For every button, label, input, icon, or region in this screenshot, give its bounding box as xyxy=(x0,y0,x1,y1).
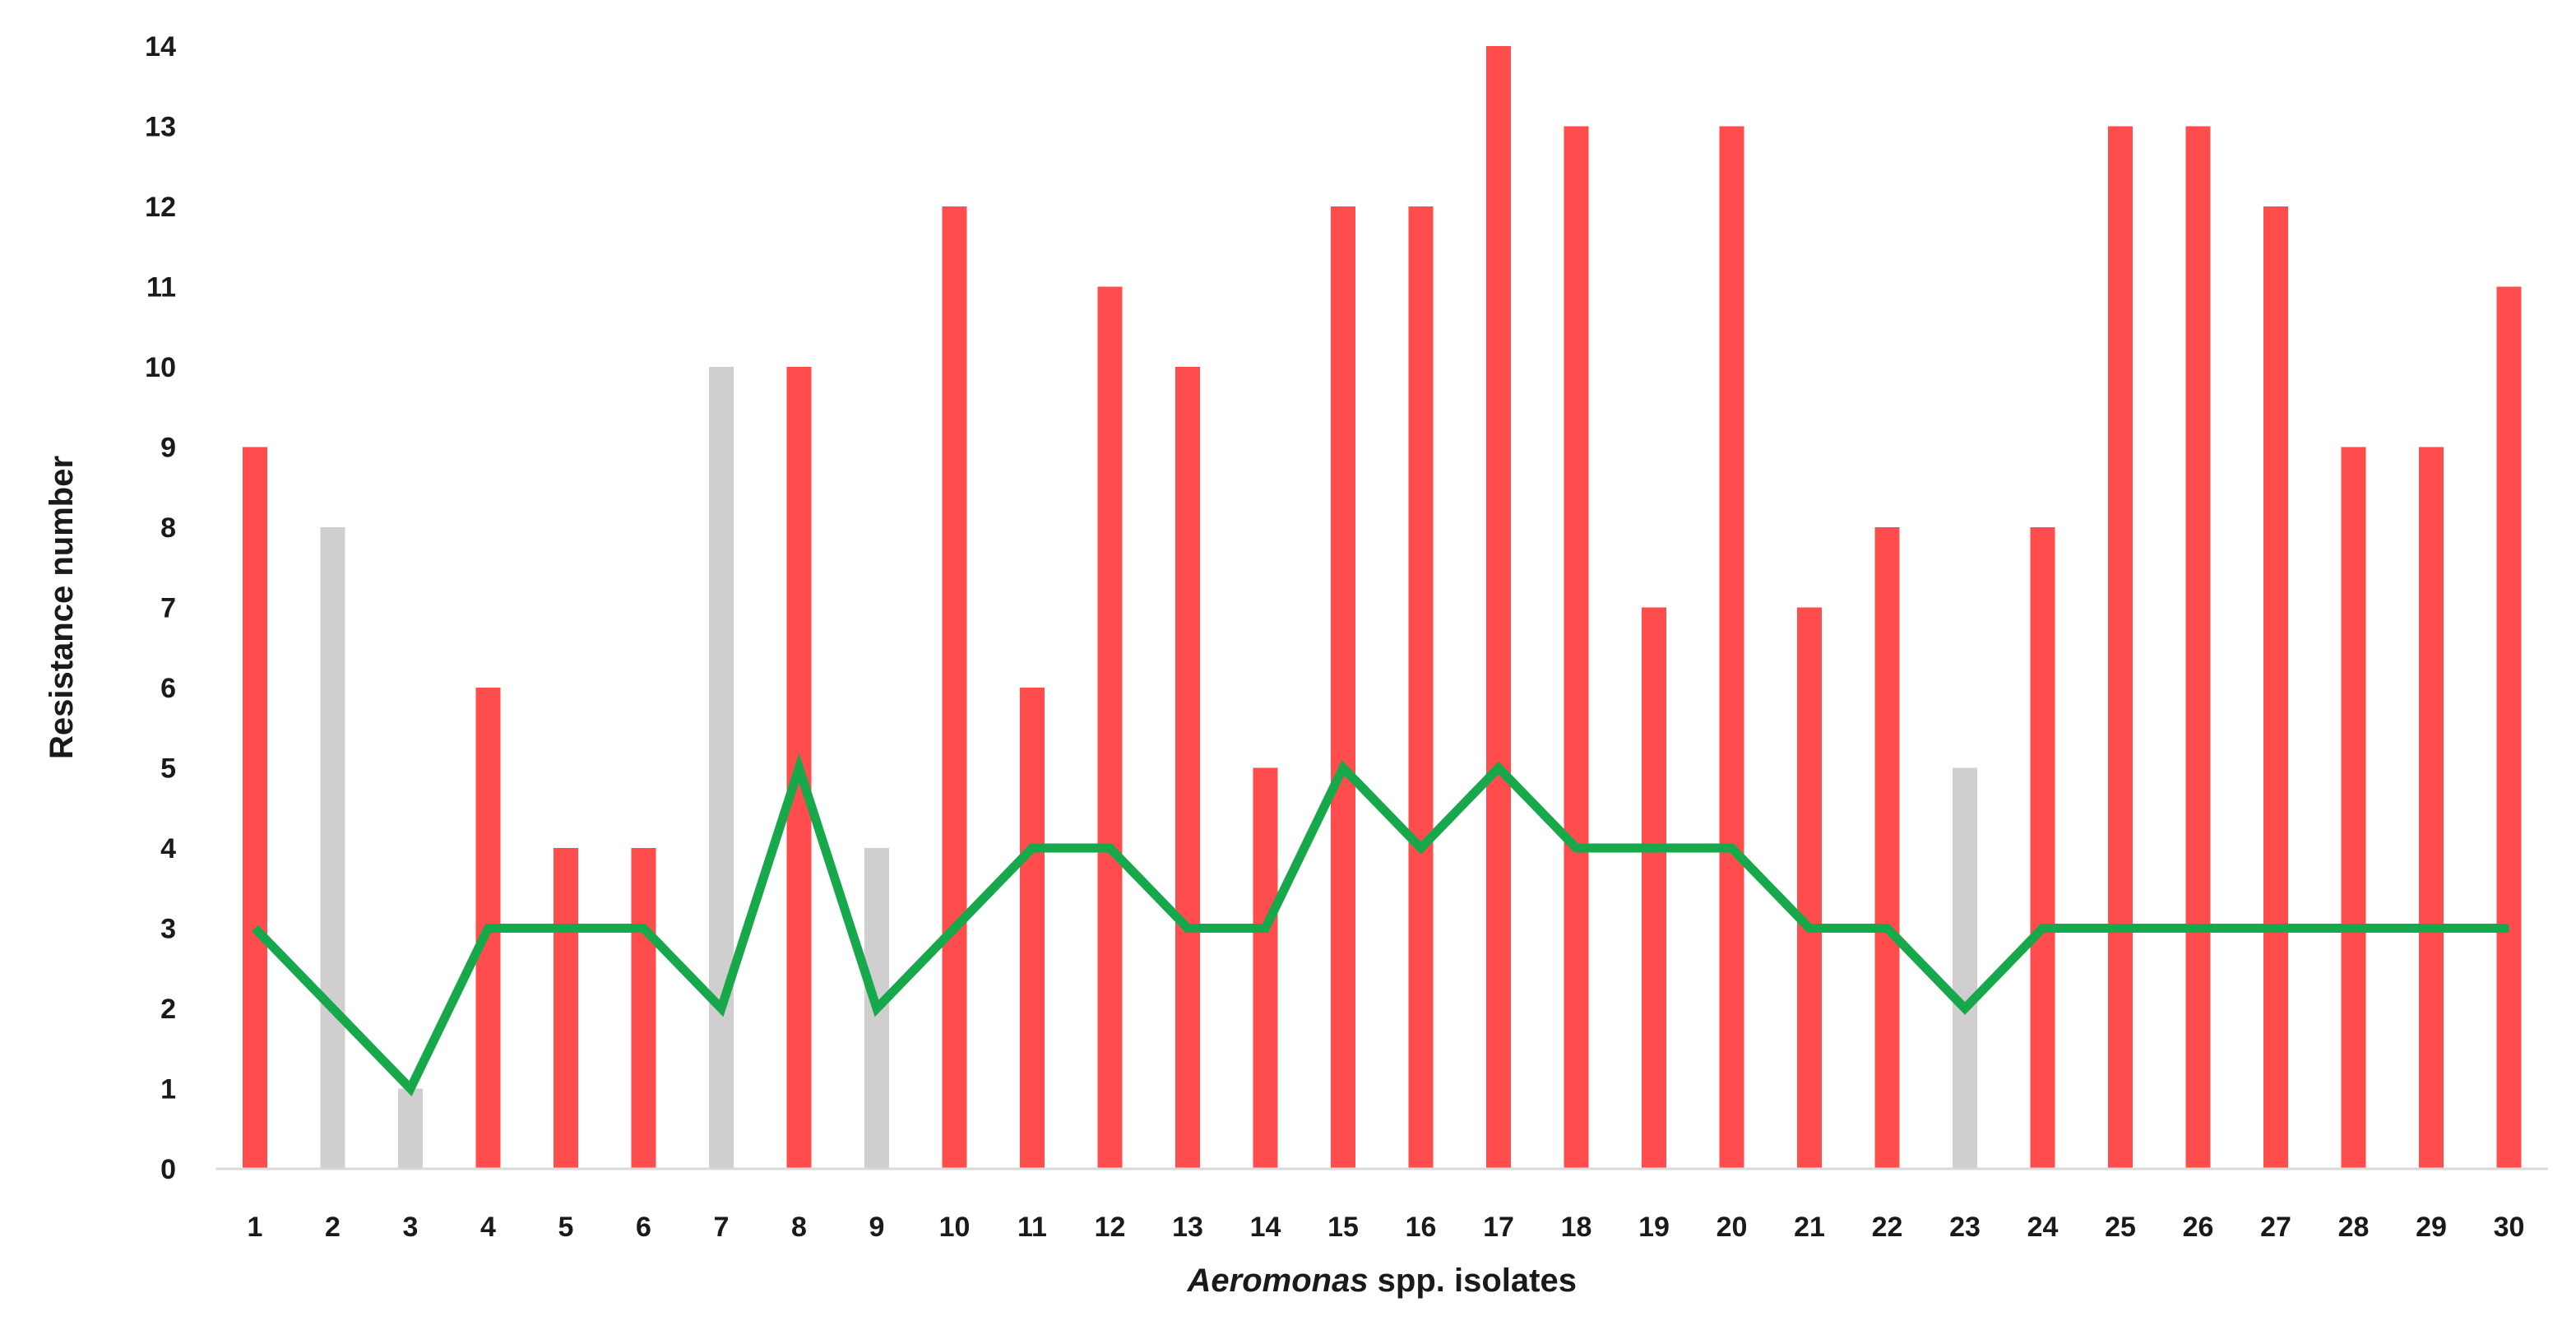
x-tick-8: 8 xyxy=(791,1212,807,1243)
y-tick-14: 14 xyxy=(145,31,176,63)
bar-24 xyxy=(2030,527,2055,1169)
x-tick-19: 19 xyxy=(1638,1212,1670,1243)
x-tick-18: 18 xyxy=(1561,1212,1592,1243)
x-tick-7: 7 xyxy=(714,1212,730,1243)
y-tick-2: 2 xyxy=(160,994,176,1025)
green-line-series xyxy=(252,753,2509,1096)
bar-5 xyxy=(554,848,578,1169)
bar-15 xyxy=(1331,206,1355,1169)
bar-27 xyxy=(2263,206,2288,1169)
y-tick-5: 5 xyxy=(160,753,176,785)
y-tick-7: 7 xyxy=(160,593,176,624)
y-tick-13: 13 xyxy=(145,112,176,143)
x-tick-25: 25 xyxy=(2105,1212,2136,1243)
bar-7 xyxy=(709,367,734,1169)
x-tick-3: 3 xyxy=(403,1212,419,1243)
y-axis-title: Resistance number xyxy=(44,456,80,759)
bar-2 xyxy=(320,527,345,1169)
x-tick-6: 6 xyxy=(636,1212,651,1243)
x-tick-20: 20 xyxy=(1717,1212,1748,1243)
bar-25 xyxy=(2108,126,2133,1169)
y-tick-12: 12 xyxy=(145,192,176,223)
x-tick-26: 26 xyxy=(2183,1212,2214,1243)
y-tick-0: 0 xyxy=(160,1154,176,1185)
bar-6 xyxy=(631,848,656,1169)
y-tick-6: 6 xyxy=(160,673,176,704)
bar-19 xyxy=(1642,607,1666,1169)
x-tick-15: 15 xyxy=(1327,1212,1359,1243)
x-tick-22: 22 xyxy=(1872,1212,1903,1243)
bar-16 xyxy=(1408,206,1434,1169)
bar-20 xyxy=(1719,126,1744,1169)
x-tick-labels: 1 2 3 4 5 6 7 8 9 10 11 12 13 14 15 16 17 18 19 20 21 22 23 24 2… xyxy=(248,1212,2525,1243)
x-tick-17: 17 xyxy=(1483,1212,1514,1243)
bar-series xyxy=(243,46,2522,1169)
bar-18 xyxy=(1564,126,1589,1169)
x-tick-1: 1 xyxy=(248,1212,263,1243)
bar-3 xyxy=(398,1088,423,1169)
y-tick-11: 11 xyxy=(146,272,176,304)
x-tick-4: 4 xyxy=(480,1212,496,1243)
bar-22 xyxy=(1874,527,1900,1169)
x-tick-5: 5 xyxy=(558,1212,574,1243)
y-tick-3: 3 xyxy=(160,914,176,945)
x-axis-title-suffix: spp. isolates xyxy=(1369,1263,1577,1299)
bar-13 xyxy=(1175,367,1200,1169)
x-tick-29: 29 xyxy=(2416,1212,2447,1243)
bar-26 xyxy=(2185,126,2211,1169)
bar-23 xyxy=(1953,767,1977,1169)
bar-21 xyxy=(1797,607,1822,1169)
bar-12 xyxy=(1097,286,1123,1169)
bar-1 xyxy=(243,447,267,1169)
x-tick-13: 13 xyxy=(1172,1212,1203,1243)
y-tick-8: 8 xyxy=(160,512,176,544)
x-tick-10: 10 xyxy=(939,1212,971,1243)
x-tick-28: 28 xyxy=(2338,1212,2370,1243)
x-tick-21: 21 xyxy=(1794,1212,1825,1243)
x-tick-16: 16 xyxy=(1406,1212,1437,1243)
y-tick-10: 10 xyxy=(145,352,176,383)
x-axis-title: Aeromonas spp. isolates xyxy=(1187,1263,1577,1299)
y-tick-9: 9 xyxy=(160,433,176,464)
bar-17 xyxy=(1486,46,1511,1169)
y-tick-4: 4 xyxy=(160,833,176,864)
x-tick-30: 30 xyxy=(2494,1212,2525,1243)
x-tick-12: 12 xyxy=(1095,1212,1126,1243)
bar-11 xyxy=(1020,688,1045,1169)
x-tick-11: 11 xyxy=(1017,1212,1047,1243)
bar-28 xyxy=(2341,447,2366,1169)
x-tick-24: 24 xyxy=(2027,1212,2059,1243)
x-axis-title-genus: Aeromonas xyxy=(1187,1263,1369,1299)
x-tick-14: 14 xyxy=(1250,1212,1281,1243)
bar-10 xyxy=(942,206,967,1169)
bar-30 xyxy=(2496,286,2522,1169)
x-tick-2: 2 xyxy=(325,1212,341,1243)
y-tick-1: 1 xyxy=(160,1074,176,1105)
x-tick-23: 23 xyxy=(1949,1212,1981,1243)
bar-14 xyxy=(1253,767,1278,1169)
x-tick-27: 27 xyxy=(2260,1212,2291,1243)
bar-29 xyxy=(2419,447,2444,1169)
x-tick-9: 9 xyxy=(869,1212,885,1243)
